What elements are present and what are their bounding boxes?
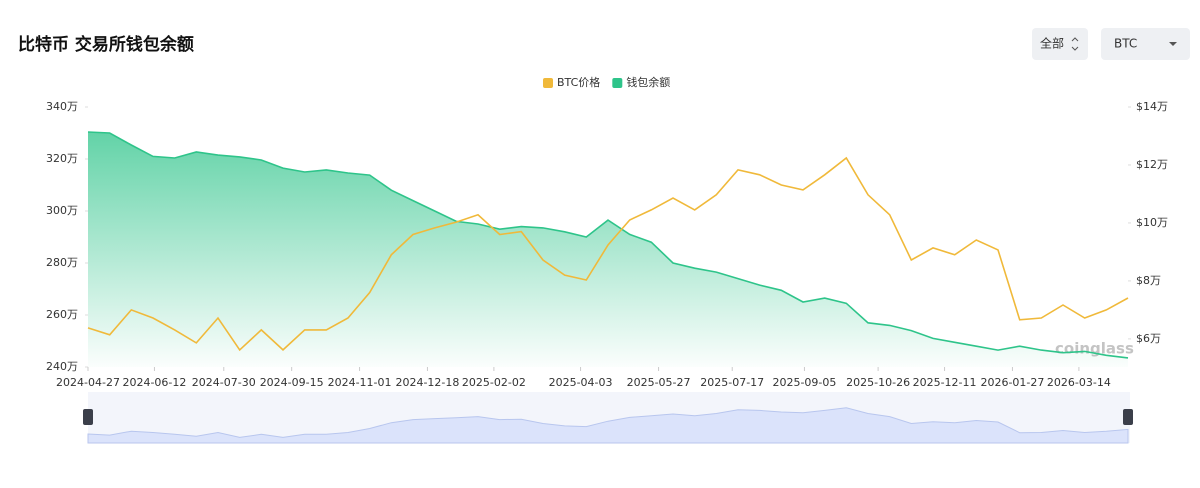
asset-select[interactable]	[1101, 28, 1190, 60]
x-tick-label: 2026-01-27	[980, 376, 1044, 389]
x-tick-label: 2024-11-01	[328, 376, 392, 389]
range-select-label[interactable]: 全部	[1040, 36, 1064, 51]
y-tick-label: 240万	[46, 360, 78, 373]
x-tick-label: 2025-05-27	[627, 376, 691, 389]
select-icon	[1169, 42, 1177, 46]
select-icon	[1071, 37, 1079, 51]
x-tick-label: 2024-12-18	[395, 376, 459, 389]
legend-label[interactable]: 钱包余额	[626, 75, 670, 89]
y2-tick-label: $6万	[1136, 332, 1161, 345]
navigator-handle[interactable]	[1123, 409, 1133, 425]
navigator-handle[interactable]	[83, 409, 93, 425]
x-tick-label: 2024-04-27	[56, 376, 120, 389]
line	[87, 131, 1129, 359]
y2-tick-label: $8万	[1136, 274, 1161, 287]
area	[88, 132, 1128, 367]
y-tick-label: 260万	[46, 308, 78, 321]
x-tick-label: 2024-06-12	[122, 376, 186, 389]
x-tick-label: 2025-09-05	[772, 376, 836, 389]
x-tick-label: 2025-02-02	[462, 376, 526, 389]
y2-tick-label: $12万	[1136, 158, 1168, 171]
legend-swatch	[543, 78, 553, 88]
range-select[interactable]	[1032, 28, 1088, 60]
x-tick-label: 2024-07-30	[192, 376, 256, 389]
y-tick-label: 300万	[46, 204, 78, 217]
legend: BTC价格 钱包余额	[543, 75, 670, 89]
y-tick-label: 320万	[46, 152, 78, 165]
legend-swatch	[612, 78, 623, 88]
y-tick-label: 340万	[46, 100, 78, 113]
x-tick-label: 2025-10-26	[846, 376, 910, 389]
asset-select-label[interactable]: BTC	[1114, 37, 1137, 51]
line	[87, 156, 1129, 352]
y-tick-label: 280万	[46, 256, 78, 269]
y2-tick-label: $10万	[1136, 216, 1168, 229]
x-tick-label: 2025-12-11	[913, 376, 977, 389]
page-title: 比特币 交易所钱包余额	[18, 34, 194, 55]
x-tick-label: 2025-04-03	[549, 376, 613, 389]
x-tick-label: 2024-09-15	[260, 376, 324, 389]
y2-tick-label: $14万	[1136, 100, 1168, 113]
x-tick-label: 2026-03-14	[1047, 376, 1111, 389]
x-tick-label: 2025-07-17	[700, 376, 764, 389]
navigator-area	[87, 407, 1129, 444]
legend-label[interactable]: BTC价格	[557, 75, 600, 89]
